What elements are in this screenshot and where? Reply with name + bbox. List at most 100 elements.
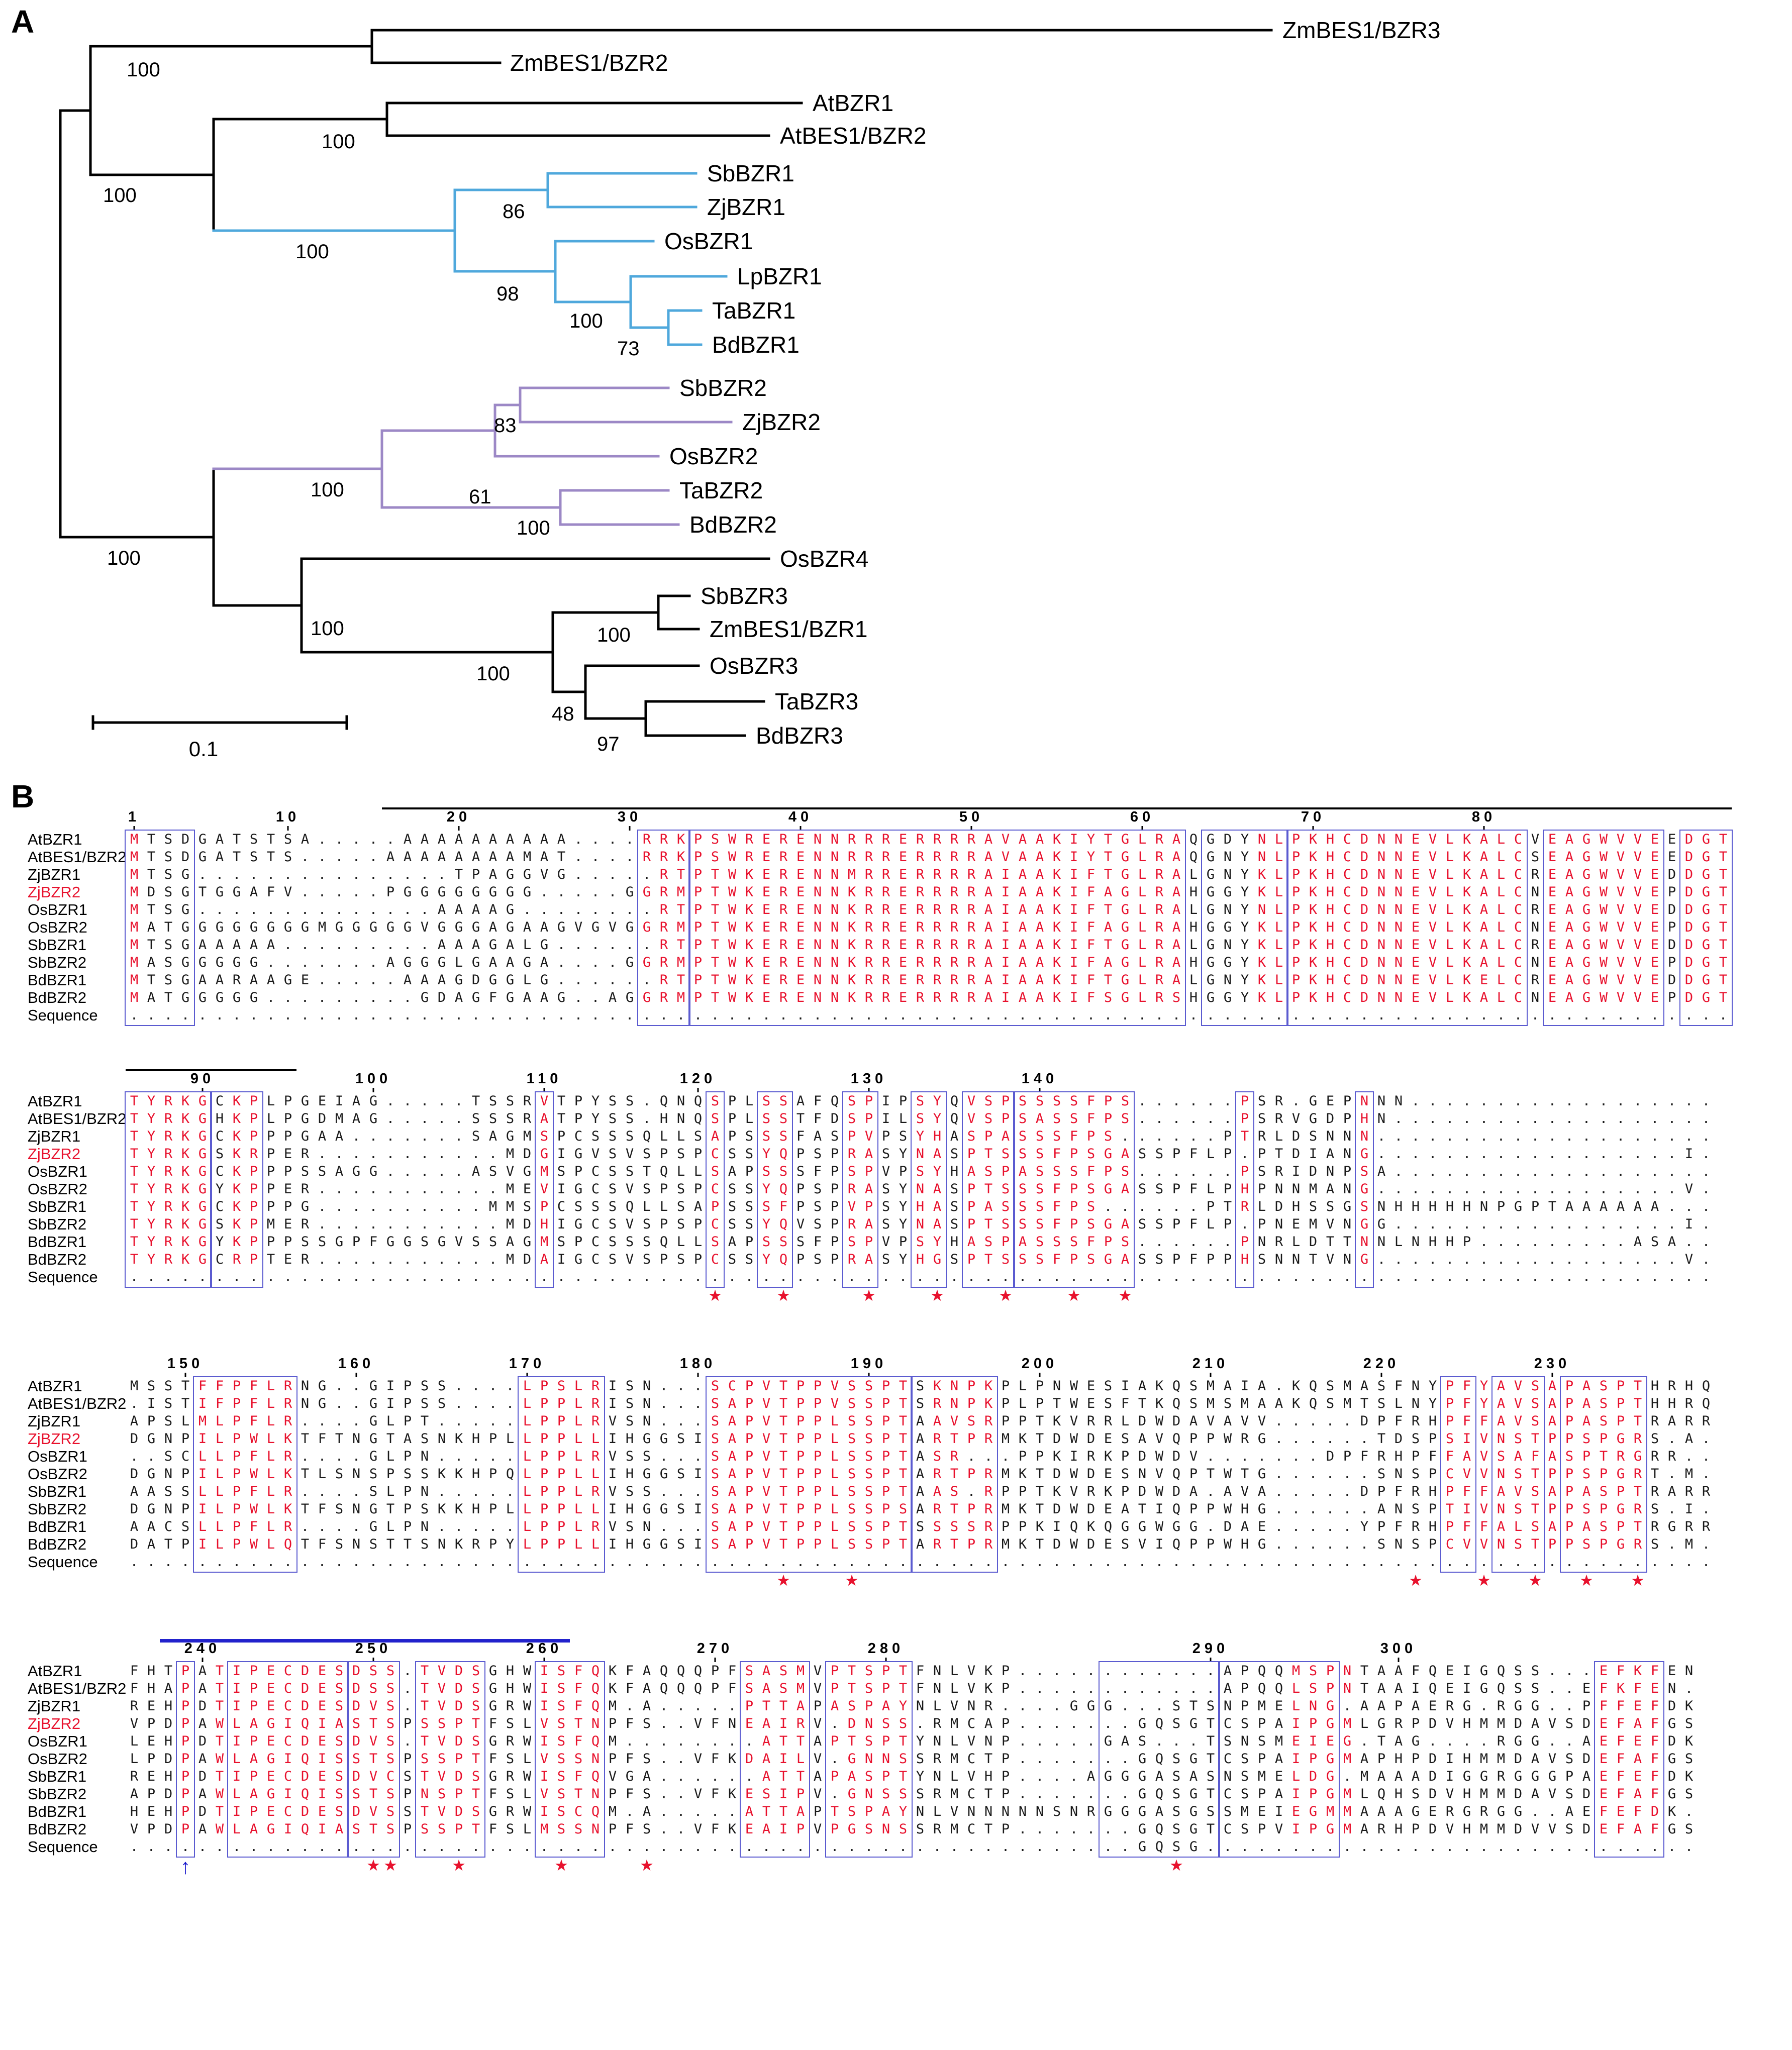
residue-cell: S: [1138, 1252, 1147, 1267]
residue-cell: A: [1479, 832, 1488, 847]
residue-cell: G: [1377, 1716, 1386, 1731]
residue-cell: .: [1172, 1681, 1181, 1696]
residue-cell: P: [557, 1484, 566, 1499]
residue-cell: V: [1514, 1413, 1523, 1429]
residue-cell: .: [1531, 1234, 1540, 1250]
residue-cell: .: [659, 1839, 668, 1855]
residue-cell: .: [523, 1007, 532, 1023]
residue-cell: .: [1702, 1093, 1711, 1109]
residue-cell: P: [1240, 1111, 1249, 1126]
residue-cell: P: [881, 1378, 890, 1394]
residue-cell: M: [1479, 1821, 1488, 1837]
residue-cell: I: [1069, 955, 1078, 970]
residue-cell: .: [1069, 1681, 1078, 1696]
residue-cell: S: [1189, 1378, 1198, 1394]
residue-cell: A: [1411, 1698, 1420, 1714]
residue-cell: S: [420, 1234, 429, 1250]
residue-cell: P: [796, 1484, 805, 1499]
residue-cell: E: [1633, 1769, 1642, 1784]
residue-cell: P: [830, 1181, 839, 1197]
residue-cell: .: [1684, 1681, 1694, 1696]
sequence-name-label: BdBZR1: [28, 1518, 87, 1535]
residue-cell: .: [1394, 1146, 1403, 1162]
residue-cell: G: [574, 1181, 583, 1197]
residue-cell: M: [1360, 1769, 1369, 1784]
residue-cell: A: [420, 972, 429, 988]
residue-cell: F: [1650, 1698, 1659, 1714]
residue-cell: .: [1121, 1716, 1130, 1731]
residue-cell: P: [1001, 1733, 1010, 1749]
sequence-name-label: ZjBZR1: [28, 1128, 81, 1145]
residue-cell: T: [779, 1378, 788, 1394]
residue-cell: .: [1616, 1164, 1625, 1179]
residue-cell: S: [1104, 990, 1113, 1005]
residue-cell: Q: [1702, 1378, 1711, 1394]
residue-cell: .: [1052, 1733, 1061, 1749]
residue-cell: P: [249, 1733, 258, 1749]
residue-cell: .: [437, 867, 446, 882]
residue-cell: G: [1702, 884, 1711, 900]
residue-cell: T: [1104, 902, 1113, 917]
residue-cell: P: [249, 1164, 258, 1179]
residue-cell: G: [1326, 1698, 1335, 1714]
residue-cell: G: [1360, 1216, 1369, 1232]
residue-cell: .: [591, 1007, 600, 1023]
residue-cell: D: [1582, 1786, 1591, 1802]
residue-cell: .: [1445, 1554, 1454, 1570]
residue-cell: A: [642, 1769, 651, 1784]
residue-cell: A: [1172, 867, 1181, 882]
residue-cell: .: [488, 1181, 497, 1197]
residue-cell: V: [1479, 1501, 1488, 1517]
residue-cell: S: [608, 1216, 617, 1232]
residue-cell: G: [1121, 1804, 1130, 1819]
residue-cell: W: [215, 1786, 224, 1802]
residue-cell: I: [198, 1396, 207, 1411]
residue-cell: G: [471, 955, 480, 970]
residue-cell: .: [215, 902, 224, 917]
residue-cell: M: [847, 867, 856, 882]
residue-cell: L: [215, 1501, 224, 1517]
residue-cell: L: [574, 1484, 583, 1499]
residue-cell: .: [506, 1413, 515, 1429]
residue-cell: Q: [659, 1234, 668, 1250]
residue-cell: A: [1377, 1769, 1386, 1784]
residue-cell: E: [318, 1663, 327, 1679]
residue-cell: S: [437, 1751, 446, 1767]
residue-cell: A: [1667, 1413, 1676, 1429]
residue-cell: A: [1035, 972, 1044, 988]
residue-cell: S: [488, 1234, 497, 1250]
residue-cell: P: [232, 1519, 241, 1534]
residue-cell: Y: [147, 1146, 156, 1162]
residue-cell: A: [1411, 1769, 1420, 1784]
residue-cell: K: [847, 955, 856, 970]
residue-cell: L: [676, 1129, 685, 1144]
residue-cell: G: [1223, 990, 1232, 1005]
sequence-name-label: SbBZR1: [28, 1768, 87, 1785]
residue-cell: I: [540, 1733, 549, 1749]
residue-cell: S: [676, 1536, 685, 1552]
residue-cell: P: [540, 1431, 549, 1447]
residue-cell: G: [1206, 972, 1215, 988]
residue-cell: L: [745, 1111, 754, 1126]
residue-cell: R: [864, 937, 873, 953]
residue-cell: P: [181, 1663, 190, 1679]
residue-cell: S: [164, 849, 173, 865]
residue-cell: H: [1189, 919, 1198, 935]
residue-cell: H: [1240, 1252, 1249, 1267]
residue-cell: V: [693, 1751, 703, 1767]
residue-cell: Q: [591, 1663, 600, 1679]
residue-cell: .: [232, 1554, 241, 1570]
alignment-row: ........................................…: [126, 1838, 1698, 1856]
residue-cell: H: [1189, 884, 1198, 900]
residue-cell: L: [1445, 937, 1454, 953]
residue-cell: R: [916, 937, 925, 953]
residue-cell: D: [181, 849, 190, 865]
residue-cell: K: [232, 1234, 241, 1250]
residue-cell: L: [386, 1413, 395, 1429]
residue-cell: A: [711, 1129, 720, 1144]
residue-cell: .: [591, 955, 600, 970]
residue-cell: .: [1343, 1554, 1352, 1570]
residue-cell: Y: [899, 1199, 908, 1214]
residue-cell: .: [1514, 1111, 1523, 1126]
